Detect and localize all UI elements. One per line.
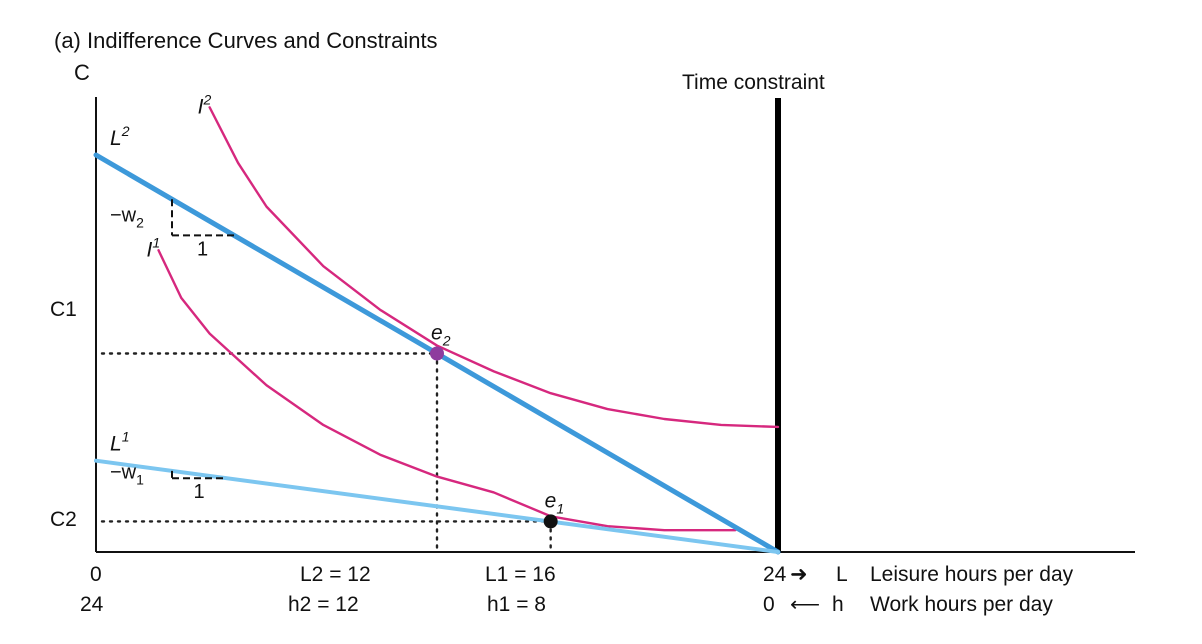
x-tick-work-h2: h2 = 12 bbox=[288, 593, 359, 616]
indifference-curve-I2 bbox=[208, 106, 780, 429]
equilibrium-point-e2 bbox=[430, 346, 444, 361]
slope-annotations: −w2 1 −w1 1 bbox=[110, 199, 234, 503]
equilibrium-label-e2: e2 bbox=[431, 322, 451, 349]
y-tick-c2: C2 bbox=[50, 508, 77, 531]
time-constraint-label: Time constraint bbox=[682, 71, 825, 94]
leisure-axis-description: Leisure hours per day bbox=[870, 563, 1074, 586]
indifference-label-I1: I1 bbox=[147, 234, 161, 261]
equilibrium-point-e1 bbox=[543, 514, 558, 529]
x-tick-work-h1: h1 = 8 bbox=[487, 593, 546, 616]
budget-label-L2: L2 bbox=[110, 123, 130, 150]
x-tick-leisure-0: 0 bbox=[90, 563, 102, 586]
x-tick-leisure-24: 24 bbox=[763, 563, 787, 586]
slope-run-label-L1: 1 bbox=[194, 481, 205, 503]
indifference-curve-I1 bbox=[157, 249, 737, 532]
equilibrium-points: e2 e1 bbox=[430, 322, 564, 529]
slope-label-L2: −w2 bbox=[110, 204, 144, 230]
budget-line-L1 bbox=[94, 458, 780, 554]
x-tick-work-0: 0 bbox=[763, 593, 775, 616]
equilibrium-label-e1: e1 bbox=[545, 489, 564, 516]
indifference-curves: I2 I1 bbox=[147, 91, 780, 532]
x-tick-work-24: 24 bbox=[80, 593, 104, 616]
work-arrow-icon: ⟵ bbox=[790, 593, 820, 616]
indifference-label-I2: I2 bbox=[198, 91, 212, 118]
y-axis-label: C bbox=[74, 60, 90, 85]
leisure-arrow-icon: ➜ bbox=[790, 563, 808, 586]
slope-run-label-L2: 1 bbox=[197, 238, 208, 260]
work-axis-letter: h bbox=[832, 593, 844, 616]
x-tick-leisure-l2: L2 = 12 bbox=[300, 563, 371, 586]
slope-label-L1: −w1 bbox=[110, 462, 144, 488]
leisure-axis-letter: L bbox=[836, 563, 848, 586]
chart-title: (a) Indifference Curves and Constraints bbox=[54, 28, 438, 53]
x-tick-leisure-l1: L1 = 16 bbox=[485, 563, 556, 586]
y-tick-c1: C1 bbox=[50, 298, 77, 321]
work-axis-description: Work hours per day bbox=[870, 593, 1053, 616]
budget-label-L1: L1 bbox=[110, 429, 129, 456]
guide-lines bbox=[100, 352, 552, 554]
